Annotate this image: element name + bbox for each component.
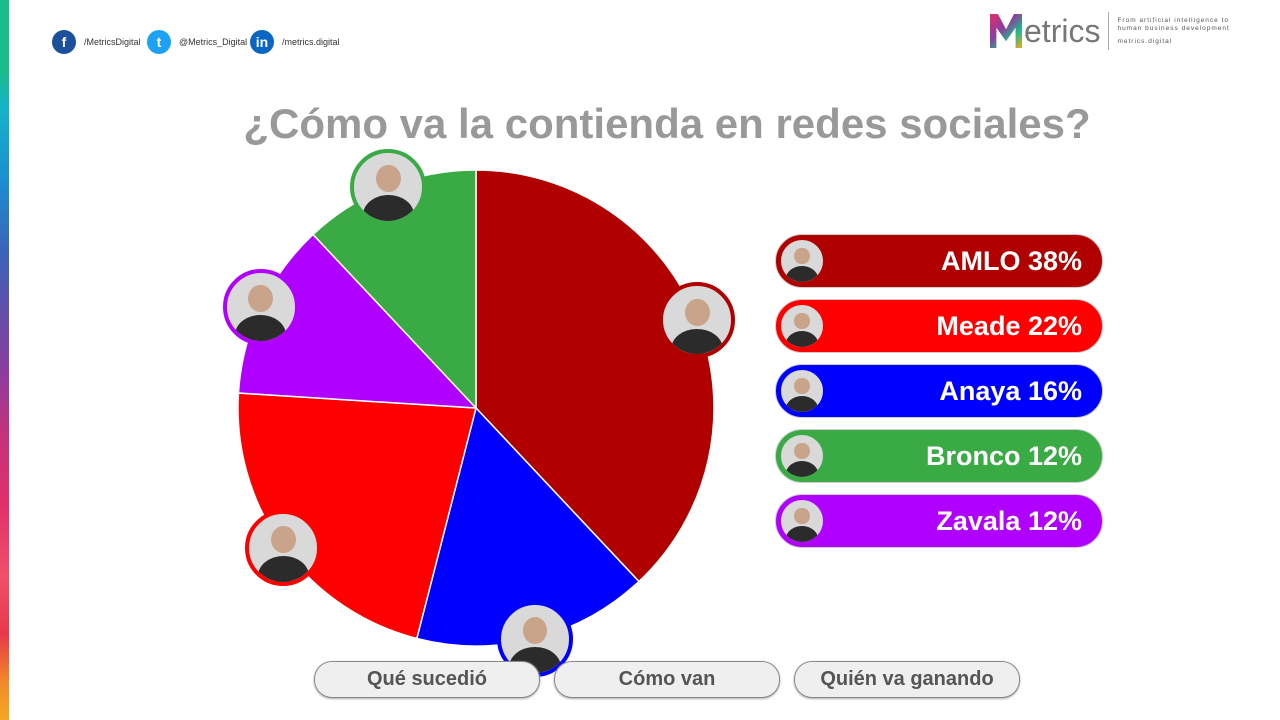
candidate-thumbnail (778, 432, 826, 480)
social-link-twitter[interactable]: t @Metrics_Digital (147, 30, 247, 54)
social-handle: /MetricsDigital (84, 37, 141, 47)
candidate-thumbnail (778, 302, 826, 350)
candidate-thumbnail (778, 367, 826, 415)
candidate-photo-meade (245, 509, 322, 586)
linkedin-icon: in (250, 30, 274, 54)
metrics-logo: etrics From artificial intelligence to h… (990, 12, 1230, 50)
como-van-button[interactable]: Cómo van (554, 661, 780, 698)
legend-item-meade: Meade 22% (775, 299, 1103, 353)
logo-url: metrics.digital (1117, 37, 1173, 45)
legend-label: Meade 22% (936, 310, 1082, 341)
logo-wordmark: etrics (1024, 12, 1101, 49)
facebook-icon: f (52, 30, 76, 54)
legend-item-amlo: AMLO 38% (775, 234, 1103, 288)
legend-item-zavala: Zavala 12% (775, 494, 1103, 548)
legend-label: Anaya 16% (939, 375, 1082, 406)
decorative-color-stripe (0, 0, 9, 720)
tagline-line2: human business development (1117, 24, 1230, 32)
page-title: ¿Cómo va la contienda en redes sociales? (243, 100, 1091, 147)
candidate-photo-amlo (659, 282, 736, 359)
social-link-linkedin[interactable]: in/metrics.digital (250, 30, 340, 54)
legend-label: AMLO 38% (940, 245, 1082, 276)
twitter-icon: t (147, 30, 171, 54)
social-handle: @Metrics_Digital (179, 37, 248, 47)
que-sucedio-button[interactable]: Qué sucedió (314, 661, 540, 698)
logo-tagline: From artificial intelligence to human bu… (1117, 17, 1229, 46)
tagline-line1: From artificial intelligence to (1117, 16, 1230, 24)
legend-item-anaya: Anaya 16% (775, 364, 1103, 418)
candidate-thumbnail (778, 237, 826, 285)
candidate-photo-zavala (222, 268, 299, 345)
candidate-thumbnail (778, 497, 826, 545)
legend: AMLO 38% Meade 22% Anaya 16% Bronco 12% Zava… (775, 234, 1103, 559)
quien-va-ganando-button[interactable]: Quién va ganando (794, 661, 1020, 698)
legend-label: Zavala 12% (936, 505, 1082, 536)
logo-divider (1108, 12, 1110, 50)
social-link-facebook[interactable]: f/MetricsDigital (52, 30, 141, 54)
legend-item-bronco: Bronco 12% (775, 429, 1103, 483)
social-handle: /metrics.digital (282, 37, 340, 47)
legend-label: Bronco 12% (925, 440, 1082, 471)
candidate-photo-bronco (350, 148, 427, 225)
